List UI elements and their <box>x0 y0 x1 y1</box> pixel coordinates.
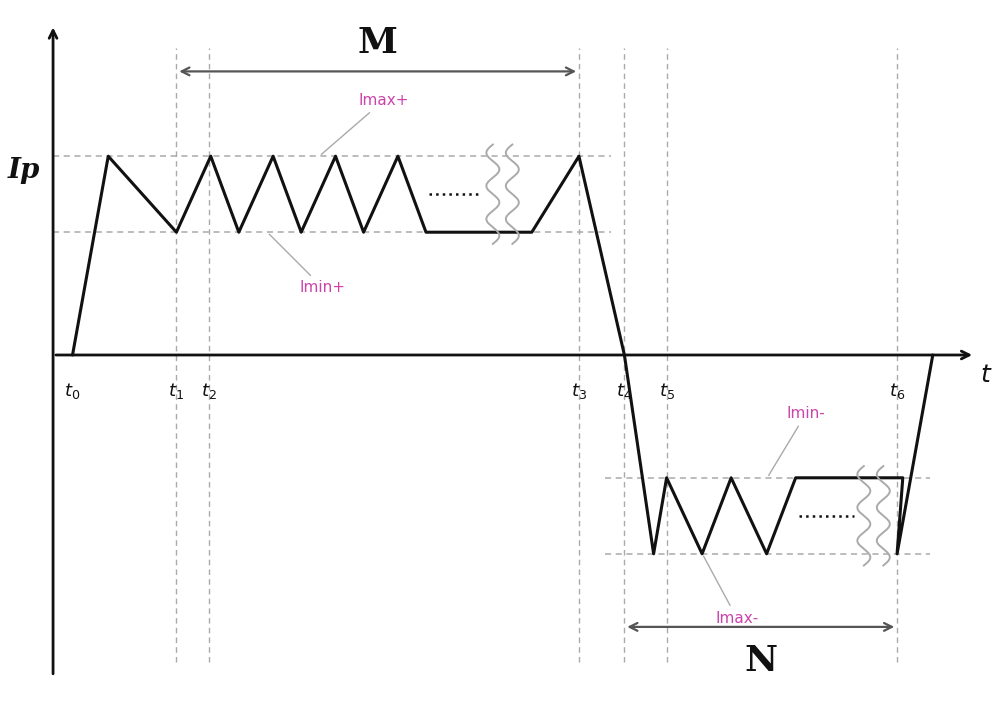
Text: $t_0$: $t_0$ <box>64 381 81 401</box>
Text: $t_5$: $t_5$ <box>659 381 675 401</box>
Text: Imax+: Imax+ <box>321 93 409 154</box>
Text: Imax-: Imax- <box>704 556 759 626</box>
Text: N: N <box>744 645 777 679</box>
Text: M: M <box>358 26 398 60</box>
Text: Imin-: Imin- <box>769 406 825 476</box>
Text: $t_6$: $t_6$ <box>889 381 905 401</box>
Text: Imin+: Imin+ <box>269 234 346 295</box>
Text: $t_2$: $t_2$ <box>201 381 217 401</box>
Text: $t$: $t$ <box>980 364 993 388</box>
Text: $t_1$: $t_1$ <box>168 381 184 401</box>
Text: Ip: Ip <box>8 158 40 185</box>
Text: $t_4$: $t_4$ <box>616 381 633 401</box>
Text: $t_3$: $t_3$ <box>571 381 587 401</box>
